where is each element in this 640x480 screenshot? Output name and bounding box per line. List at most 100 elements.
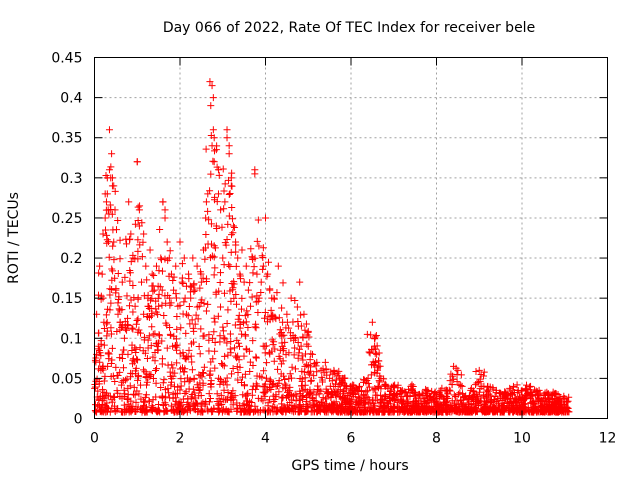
data-point	[375, 377, 383, 385]
data-point	[220, 334, 228, 342]
data-point	[158, 355, 166, 363]
data-point	[456, 408, 464, 416]
data-point	[228, 203, 236, 211]
data-point	[126, 382, 134, 390]
data-point	[532, 405, 540, 413]
data-point	[162, 393, 170, 401]
data-point	[205, 216, 213, 224]
data-point	[152, 262, 160, 270]
data-point	[405, 408, 413, 416]
data-point	[530, 386, 538, 394]
data-point	[253, 270, 261, 278]
data-point	[512, 407, 520, 415]
data-point	[564, 405, 572, 413]
data-point	[148, 310, 156, 318]
data-point	[370, 402, 378, 410]
data-point	[457, 396, 465, 404]
data-point	[172, 343, 180, 351]
data-point	[324, 389, 332, 397]
data-point	[153, 365, 161, 373]
data-point	[386, 407, 394, 415]
data-point	[295, 345, 303, 353]
data-point	[118, 355, 126, 363]
data-point	[355, 383, 363, 391]
data-point	[278, 342, 286, 350]
data-point	[472, 368, 480, 376]
data-point	[173, 312, 181, 320]
data-point	[453, 370, 461, 378]
data-point	[205, 347, 213, 355]
data-point	[138, 219, 146, 227]
data-point	[217, 303, 225, 311]
data-point	[475, 366, 483, 374]
data-point	[155, 400, 163, 408]
data-point	[223, 381, 231, 389]
data-point	[337, 407, 345, 415]
data-point	[385, 394, 393, 402]
data-point	[480, 391, 488, 399]
data-point	[186, 282, 194, 290]
data-point	[158, 267, 166, 275]
y-tick-label: 0.25	[51, 211, 82, 227]
data-point	[180, 368, 188, 376]
data-point	[149, 353, 157, 361]
data-point	[226, 330, 234, 338]
data-point	[199, 274, 207, 282]
data-point	[178, 274, 186, 282]
data-point	[115, 293, 123, 301]
data-point	[477, 370, 485, 378]
data-point	[226, 287, 234, 295]
data-point	[253, 406, 261, 414]
data-point	[151, 366, 159, 374]
data-point	[341, 374, 349, 382]
data-point	[304, 404, 312, 412]
data-point	[234, 404, 242, 412]
data-point	[536, 389, 544, 397]
data-point	[207, 220, 215, 228]
data-point	[364, 380, 372, 388]
data-point	[498, 396, 506, 404]
data-point	[207, 132, 215, 140]
data-point	[202, 145, 210, 153]
data-point	[161, 408, 169, 416]
data-point	[107, 324, 115, 332]
data-point	[105, 405, 113, 413]
data-point	[303, 361, 311, 369]
data-point	[261, 309, 269, 317]
data-point	[223, 126, 231, 134]
data-point	[100, 377, 108, 385]
data-point	[123, 292, 131, 300]
data-point	[242, 262, 250, 270]
data-point	[470, 387, 478, 395]
data-point	[474, 378, 482, 386]
data-point	[515, 403, 523, 411]
data-point	[215, 401, 223, 409]
y-tick-label: 0.4	[60, 91, 82, 107]
data-point	[159, 198, 167, 206]
data-point	[489, 384, 497, 392]
data-point	[552, 390, 560, 398]
data-point	[122, 235, 130, 243]
data-point	[252, 407, 260, 415]
x-tick-labels: 0 2 4 6 8 10 12	[90, 431, 616, 447]
data-point	[252, 353, 260, 361]
data-point	[310, 372, 318, 380]
data-point	[319, 365, 327, 373]
data-point	[223, 319, 231, 327]
data-point	[105, 166, 113, 174]
data-point	[126, 277, 134, 285]
data-point	[213, 163, 221, 171]
data-point	[507, 398, 515, 406]
data-point	[247, 245, 255, 253]
data-point	[262, 214, 269, 222]
data-point	[335, 392, 343, 400]
data-point	[192, 311, 200, 319]
data-point	[183, 401, 191, 409]
y-axis-label: ROTI / TECUs	[6, 192, 22, 284]
data-point	[421, 406, 429, 414]
data-point	[229, 215, 237, 223]
data-point	[102, 206, 110, 214]
data-point	[130, 294, 138, 302]
data-point	[224, 388, 232, 396]
